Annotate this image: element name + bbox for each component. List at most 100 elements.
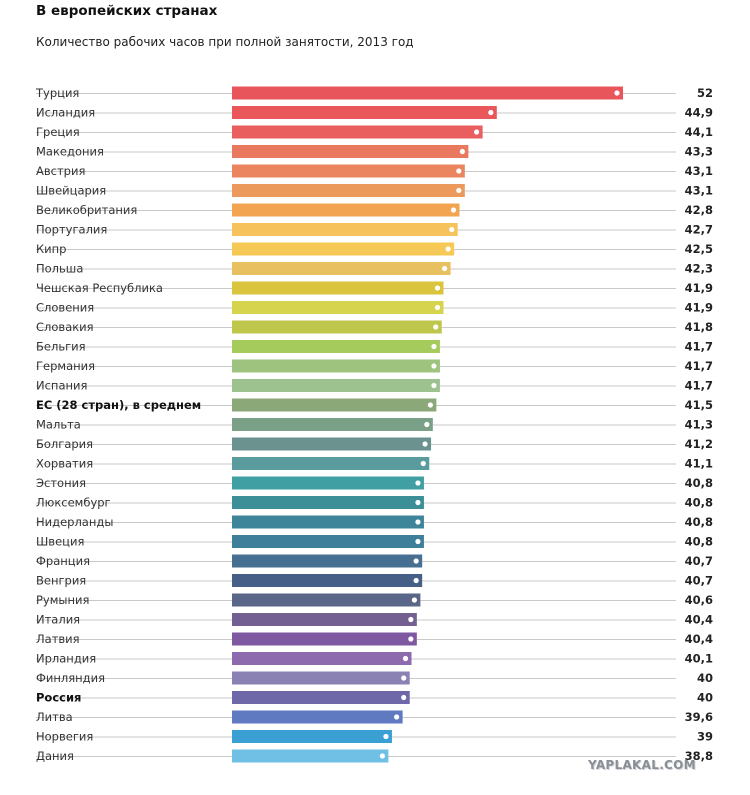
bar	[232, 437, 432, 451]
value-label: 41,7	[685, 379, 713, 393]
category-label: Ирландия	[36, 652, 96, 666]
chart-subtitle: Количество рабочих часов при полной заня…	[36, 35, 414, 49]
bar	[232, 86, 623, 100]
chart-title: В европейских странах	[36, 3, 218, 19]
bar	[232, 379, 440, 392]
value-label: 39	[697, 730, 713, 744]
value-label: 52	[697, 86, 713, 100]
bar	[232, 749, 389, 763]
bar-end-dot	[433, 324, 439, 330]
category-label: Эстония	[36, 476, 86, 490]
category-label: ЕС (28 стран), в среднем	[36, 398, 201, 412]
bar	[232, 184, 465, 197]
bar	[232, 106, 497, 119]
bar	[232, 125, 483, 139]
value-label: 42,3	[685, 262, 713, 276]
bar-end-dot	[434, 285, 441, 291]
value-label: 41,7	[685, 340, 713, 354]
value-label: 40,6	[685, 593, 713, 607]
category-label: Финляндия	[36, 671, 105, 685]
value-label: 41,7	[685, 359, 713, 373]
category-label: Швеция	[36, 535, 84, 549]
bar-end-dot	[442, 265, 448, 272]
category-label: Литва	[36, 710, 73, 724]
bar	[232, 242, 455, 256]
value-label: 41,9	[685, 301, 713, 315]
bar-end-dot	[408, 636, 414, 642]
category-label: Испания	[36, 379, 87, 393]
value-label: 40	[697, 691, 713, 705]
bar	[232, 223, 458, 236]
value-label: 41,5	[685, 398, 713, 412]
bar-end-dot	[401, 675, 407, 681]
bar-end-dot	[449, 226, 455, 233]
category-label: Мальта	[36, 418, 81, 432]
bar-end-dot	[413, 558, 419, 564]
bar-end-dot	[445, 246, 451, 252]
bar	[232, 145, 469, 158]
category-label: Швейцария	[36, 184, 106, 198]
category-label: Дания	[36, 749, 74, 763]
bar-end-dot	[413, 577, 419, 584]
category-label: Греция	[36, 125, 80, 139]
bar-end-dot	[488, 109, 494, 116]
bar	[232, 340, 440, 353]
bar-end-dot	[431, 343, 437, 350]
value-label: 40,8	[685, 476, 713, 490]
category-label: Польша	[36, 262, 83, 276]
category-label: Болгария	[36, 437, 93, 451]
value-label: 41,2	[685, 437, 713, 451]
category-label: Турция	[35, 86, 79, 100]
value-label: 42,5	[685, 242, 713, 256]
value-label: 41,1	[685, 457, 713, 471]
bar-end-dot	[422, 441, 428, 447]
category-label: Венгрия	[36, 574, 86, 588]
category-label: Австрия	[36, 164, 85, 178]
bar	[232, 476, 424, 490]
value-label: 44,1	[685, 125, 713, 139]
value-label: 40,4	[685, 632, 713, 646]
bar-end-dot	[450, 207, 457, 213]
bar-end-dot	[415, 519, 421, 525]
bar-end-dot	[420, 460, 426, 467]
bar	[232, 574, 423, 587]
category-label: Исландия	[36, 106, 95, 120]
bar-end-dot	[459, 148, 465, 155]
bar	[232, 652, 412, 665]
bar	[232, 632, 417, 646]
bar-end-dot	[431, 382, 437, 389]
bar	[232, 418, 433, 431]
category-label: Люксембург	[36, 496, 111, 510]
category-label: Германия	[36, 359, 95, 373]
value-label: 40,7	[685, 554, 713, 568]
bar-end-dot	[456, 168, 462, 174]
value-label: 41,9	[685, 281, 713, 295]
bar-end-dot	[415, 480, 421, 486]
value-label: 43,3	[685, 145, 713, 159]
bar	[232, 691, 410, 704]
bar-end-dot	[394, 714, 400, 720]
bar	[232, 535, 424, 548]
category-label: Латвия	[36, 632, 80, 646]
bar	[232, 398, 437, 412]
bar-end-dot	[408, 616, 414, 623]
bar-end-dot	[383, 733, 389, 740]
bar-end-dot	[401, 694, 407, 701]
category-label: Македония	[36, 145, 104, 159]
value-label: 40,1	[685, 652, 713, 666]
bar	[232, 671, 410, 685]
category-label: Франция	[36, 554, 90, 568]
bar	[232, 515, 424, 529]
value-label: 43,1	[685, 184, 713, 198]
bar	[232, 613, 417, 626]
value-label: 38,8	[685, 749, 713, 763]
bar-end-dot	[431, 363, 437, 369]
bar	[232, 203, 460, 217]
bar-end-dot	[402, 655, 409, 662]
value-label: 39,6	[685, 710, 713, 724]
category-label: Россия	[36, 691, 81, 705]
bar	[232, 496, 424, 509]
value-label: 42,7	[685, 223, 713, 237]
value-label: 44,9	[685, 106, 713, 120]
category-label: Словения	[36, 301, 94, 315]
